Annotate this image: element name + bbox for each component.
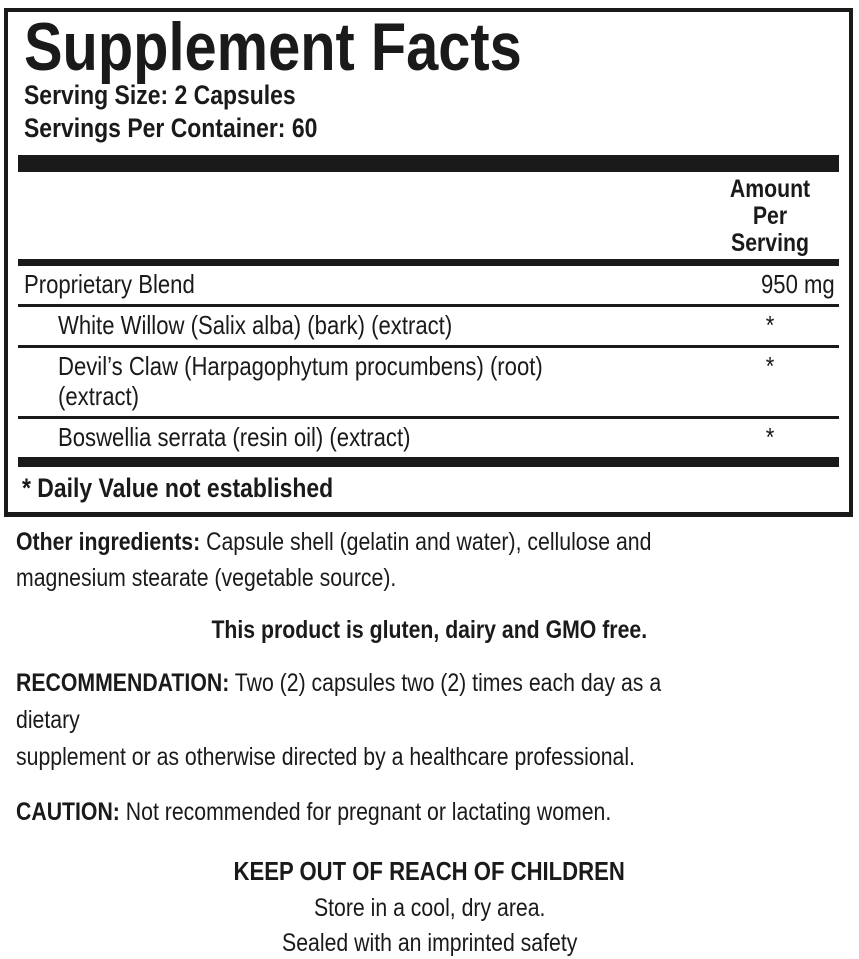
recommendation-label: RECOMMENDATION:	[16, 669, 230, 697]
ingredient-name: Boswellia serrata (resin oil) (extract)	[58, 422, 411, 452]
storage-instructions: Store in a cool, dry area. Sealed with a…	[281, 894, 578, 957]
caution: CAUTION: Not recommended for pregnant or…	[16, 794, 843, 830]
ingredient-row-boswellia: Boswellia serrata (resin oil) (extract) …	[18, 416, 839, 457]
ingredient-amount: *	[765, 310, 775, 340]
label-info-sections: Other ingredients: Capsule shell (gelati…	[0, 524, 859, 959]
ingredient-amount: *	[765, 351, 775, 381]
amount-per-serving-header: Amount Per Serving	[701, 176, 839, 257]
column-divider-bar	[18, 259, 839, 266]
other-ingredients-text: Capsule shell (gelatin and water), cellu…	[16, 528, 652, 592]
keep-out-heading: KEEP OUT OF REACH OF CHILDREN	[233, 856, 626, 886]
caution-label: CAUTION:	[16, 798, 120, 826]
recommendation-text: Two (2) capsules two (2) times each day …	[16, 669, 662, 771]
panel-title-text: Supplement Facts	[24, 9, 522, 85]
serving-size-text: Serving Size: 2 Capsules	[24, 80, 296, 110]
servings-per-container: Servings Per Container: 60	[24, 112, 839, 145]
ingredient-row-white-willow: White Willow (Salix alba) (bark) (extrac…	[18, 304, 839, 345]
ingredient-row-devils-claw: Devil’s Claw (Harpagophytum procumbens) …	[18, 345, 839, 416]
footnote-divider-bar	[18, 457, 839, 467]
ingredient-amount: 950 mg	[761, 269, 835, 299]
servings-per-container-text: Servings Per Container: 60	[24, 113, 318, 143]
amount-per-serving-text: Amount Per Serving	[729, 175, 811, 257]
serving-size: Serving Size: 2 Capsules	[24, 79, 839, 112]
gluten-free-note: This product is gluten, dairy and GMO fr…	[211, 616, 648, 644]
header-divider-bar	[18, 155, 839, 172]
caution-text: Not recommended for pregnant or lactatin…	[125, 798, 612, 826]
ingredient-name: Proprietary Blend	[24, 269, 195, 299]
panel-title: Supplement Facts	[24, 9, 839, 85]
daily-value-footnote: * Daily Value not established	[22, 473, 334, 503]
recommendation: RECOMMENDATION: Two (2) capsules two (2)…	[16, 665, 843, 776]
other-ingredients-label: Other ingredients:	[16, 528, 201, 556]
supplement-facts-panel: Supplement Facts Serving Size: 2 Capsule…	[4, 8, 853, 517]
other-ingredients: Other ingredients: Capsule shell (gelati…	[16, 524, 843, 596]
ingredient-name: White Willow (Salix alba) (bark) (extrac…	[58, 310, 453, 340]
ingredient-row-proprietary-blend: Proprietary Blend 950 mg	[18, 266, 839, 304]
ingredient-amount: *	[765, 422, 775, 452]
amount-header-row: Amount Per Serving	[18, 172, 839, 259]
ingredient-name: Devil’s Claw (Harpagophytum procumbens) …	[58, 351, 543, 411]
